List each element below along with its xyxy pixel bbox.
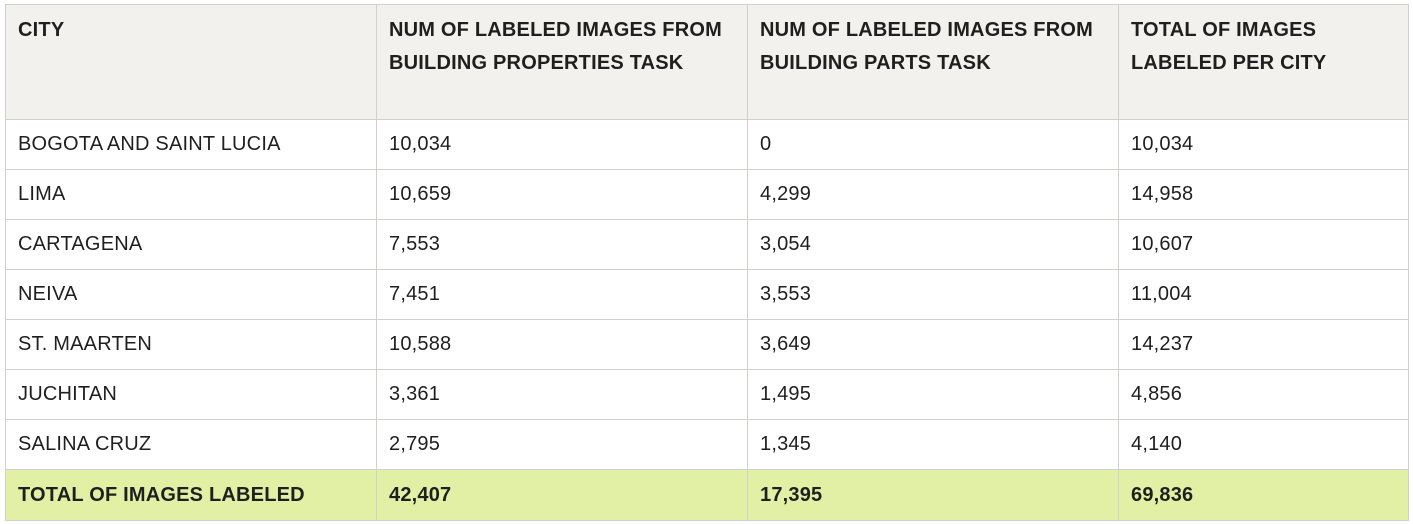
header-building-parts: NUM OF LABELED IMAGES FROM BUILDING PART…: [747, 4, 1119, 120]
total-label-cell: TOTAL OF IMAGES LABELED: [5, 469, 377, 521]
header-building-properties: NUM OF LABELED IMAGES FROM BUILDING PROP…: [376, 4, 748, 120]
building-properties-cell: 10,659: [376, 169, 748, 220]
total-cell: 10,034: [1118, 119, 1409, 170]
total-building-parts-cell: 17,395: [747, 469, 1119, 521]
city-cell: ST. MAARTEN: [5, 319, 377, 370]
header-city: CITY: [5, 4, 377, 120]
header-row: CITY NUM OF LABELED IMAGES FROM BUILDING…: [5, 4, 1409, 120]
city-cell: CARTAGENA: [5, 219, 377, 270]
building-parts-cell: 3,649: [747, 319, 1119, 370]
building-parts-cell: 1,495: [747, 369, 1119, 420]
building-properties-cell: 10,588: [376, 319, 748, 370]
total-row: TOTAL OF IMAGES LABELED 42,407 17,395 69…: [5, 469, 1409, 521]
grand-total-cell: 69,836: [1118, 469, 1409, 521]
table-row: LIMA 10,659 4,299 14,958: [5, 169, 1409, 220]
table-row: BOGOTA AND SAINT LUCIA 10,034 0 10,034: [5, 119, 1409, 170]
total-building-properties-cell: 42,407: [376, 469, 748, 521]
total-cell: 14,958: [1118, 169, 1409, 220]
total-cell: 4,140: [1118, 419, 1409, 470]
city-cell: LIMA: [5, 169, 377, 220]
building-parts-cell: 3,553: [747, 269, 1119, 320]
city-cell: SALINA CRUZ: [5, 419, 377, 470]
building-properties-cell: 10,034: [376, 119, 748, 170]
total-cell: 10,607: [1118, 219, 1409, 270]
building-properties-cell: 2,795: [376, 419, 748, 470]
city-cell: NEIVA: [5, 269, 377, 320]
table-row: SALINA CRUZ 2,795 1,345 4,140: [5, 419, 1409, 470]
city-cell: JUCHITAN: [5, 369, 377, 420]
table-row: ST. MAARTEN 10,588 3,649 14,237: [5, 319, 1409, 370]
table-row: CARTAGENA 7,553 3,054 10,607: [5, 219, 1409, 270]
building-properties-cell: 3,361: [376, 369, 748, 420]
header-total-per-city: TOTAL OF IMAGES LABELED PER CITY: [1118, 4, 1409, 120]
building-properties-cell: 7,451: [376, 269, 748, 320]
building-parts-cell: 1,345: [747, 419, 1119, 470]
total-cell: 11,004: [1118, 269, 1409, 320]
city-cell: BOGOTA AND SAINT LUCIA: [5, 119, 377, 170]
building-parts-cell: 3,054: [747, 219, 1119, 270]
table-row: NEIVA 7,451 3,553 11,004: [5, 269, 1409, 320]
table-row: JUCHITAN 3,361 1,495 4,856: [5, 369, 1409, 420]
total-cell: 4,856: [1118, 369, 1409, 420]
total-cell: 14,237: [1118, 319, 1409, 370]
building-parts-cell: 4,299: [747, 169, 1119, 220]
building-properties-cell: 7,553: [376, 219, 748, 270]
building-parts-cell: 0: [747, 119, 1119, 170]
data-table: CITY NUM OF LABELED IMAGES FROM BUILDING…: [5, 4, 1409, 521]
